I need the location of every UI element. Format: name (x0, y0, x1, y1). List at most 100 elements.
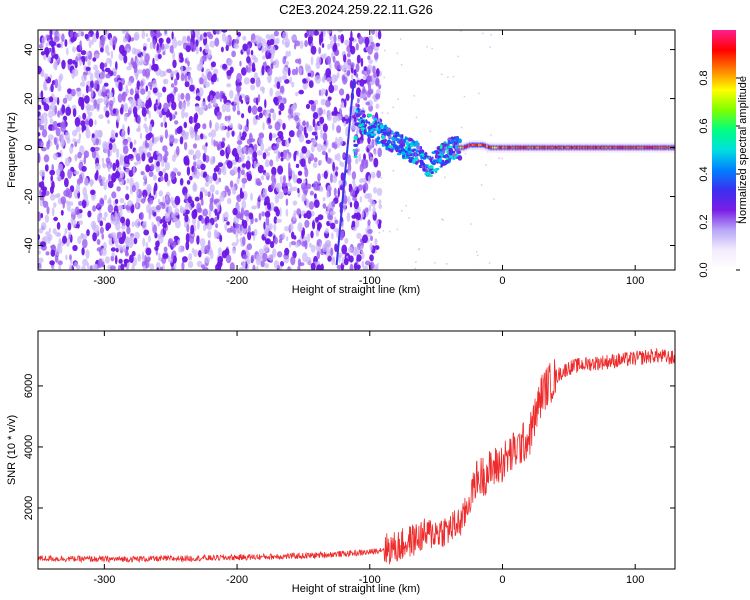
spectrogram-cell (123, 163, 130, 168)
spectrogram-cell (233, 216, 240, 225)
spectrogram-cell (349, 62, 355, 68)
spectrogram-cell (199, 46, 202, 52)
spectrogram-cell (204, 43, 210, 54)
spectrogram-cell (313, 193, 317, 199)
spectrogram-cell (108, 173, 112, 181)
spectrogram-cell (154, 64, 159, 72)
spectrogram-cell (343, 120, 347, 127)
spectrogram-cell (234, 94, 240, 100)
spectrogram-cell (143, 173, 147, 180)
spectrogram-signal-cell (515, 146, 518, 149)
spectrogram-cell (117, 93, 123, 103)
spectrogram-cell (76, 138, 81, 144)
spectrogram-cell (80, 97, 85, 106)
spectrogram-cell (287, 67, 291, 77)
spectrogram-cell (223, 161, 226, 169)
spectrogram-cell (234, 152, 240, 163)
spectrogram-cell (282, 56, 287, 65)
spectrogram-cell (149, 42, 154, 50)
spectrogram-cell (38, 250, 41, 255)
spectrogram-cell (199, 238, 206, 247)
spectrogram-cell (381, 111, 384, 114)
spectrogram-cell (132, 166, 136, 176)
spectrogram-cell (501, 157, 503, 160)
spectrogram-cell (64, 131, 70, 141)
spectrogram-cell (377, 30, 382, 40)
spectrogram-cell (331, 200, 336, 208)
spectrogram-cell (180, 205, 183, 213)
spectrogram-cell (123, 259, 128, 268)
spectrogram-signal-cell (432, 159, 437, 164)
spectrogram-cell (162, 223, 168, 228)
spectrogram-cell (185, 45, 191, 53)
spectrogram-cell (148, 145, 153, 152)
spectrogram-cell (141, 251, 145, 262)
spectrogram-signal-cell (430, 171, 435, 175)
spectrogram-signal-cell (374, 120, 378, 126)
spectrogram-cell (105, 73, 111, 79)
spectrogram-signal-cell (533, 146, 536, 149)
spectrogram-cell (243, 77, 250, 85)
spectrogram-cell (286, 149, 290, 154)
spectrogram-cell (311, 131, 318, 136)
spectrogram-signal-cell (421, 149, 424, 153)
spectrogram-signal-cell (661, 146, 663, 149)
spectrogram-cell (193, 154, 197, 161)
spectrogram-signal-cell (398, 139, 404, 145)
spectrogram-cell (47, 55, 51, 63)
spectrogram-cell (327, 148, 332, 153)
spectrogram-signal-cell (507, 146, 510, 149)
spectrogram-cell (96, 169, 99, 178)
spectrogram-cell (82, 57, 85, 66)
spectrogram-cell (237, 87, 240, 97)
spectrogram-cell (313, 199, 320, 208)
spectrogram-cell (282, 31, 289, 41)
spectrogram-cell (179, 178, 184, 186)
spectrogram-signal-cell (414, 152, 417, 157)
spectrogram-cell (241, 163, 246, 168)
spectrogram-cell (140, 88, 146, 95)
spectrogram-cell (56, 97, 60, 106)
spectrogram-cell (78, 132, 82, 140)
spectrogram-cell (141, 107, 147, 117)
spectrogram-cell (104, 256, 110, 264)
spectrogram-signal-cell (380, 139, 384, 144)
spectrogram-cell (264, 210, 271, 218)
spectrogram-cell (269, 87, 274, 97)
spectrogram-cell (227, 144, 231, 154)
spectrogram-signal-cell (531, 146, 534, 149)
spectrogram-cell (126, 136, 132, 143)
spectrogram-cell (166, 179, 171, 187)
spectrogram-signal-cell (611, 146, 613, 149)
spectrogram-cell (187, 60, 190, 67)
spectrogram-cell (239, 60, 242, 67)
spectrogram-cell (318, 47, 322, 55)
spectrogram-signal-cell (405, 141, 410, 146)
spectrogram-cell (51, 164, 54, 172)
spectrogram-cell (125, 237, 131, 244)
spectrogram-cell (308, 80, 314, 88)
spectrogram-cell (336, 152, 341, 162)
spectrogram-cell (186, 180, 191, 185)
snr-y-tick-label: 2000 (23, 496, 35, 520)
spectrogram-cell (162, 195, 165, 204)
spectrogram-signal-cell (618, 145, 620, 150)
spectrogram-cell (358, 153, 362, 162)
spectrogram-cell (51, 181, 55, 190)
spectrogram-cell (174, 120, 179, 125)
spectrogram-cell (219, 94, 223, 103)
spectrogram-cell (307, 157, 312, 165)
spectrogram-cell (285, 208, 289, 217)
spectrogram-cell (170, 170, 176, 180)
spectrogram-cell (446, 263, 448, 265)
spectrogram-signal-cell (475, 143, 477, 147)
spectrogram-cell (312, 162, 318, 169)
spectrogram-cell (81, 165, 87, 172)
spectrogram-cell (181, 109, 185, 119)
spectrogram-cell (58, 264, 62, 270)
spectrogram-cell (171, 212, 176, 219)
spectrogram-cell (60, 196, 67, 205)
spectrogram-cell (99, 220, 104, 227)
spectrogram-cell (90, 80, 94, 89)
